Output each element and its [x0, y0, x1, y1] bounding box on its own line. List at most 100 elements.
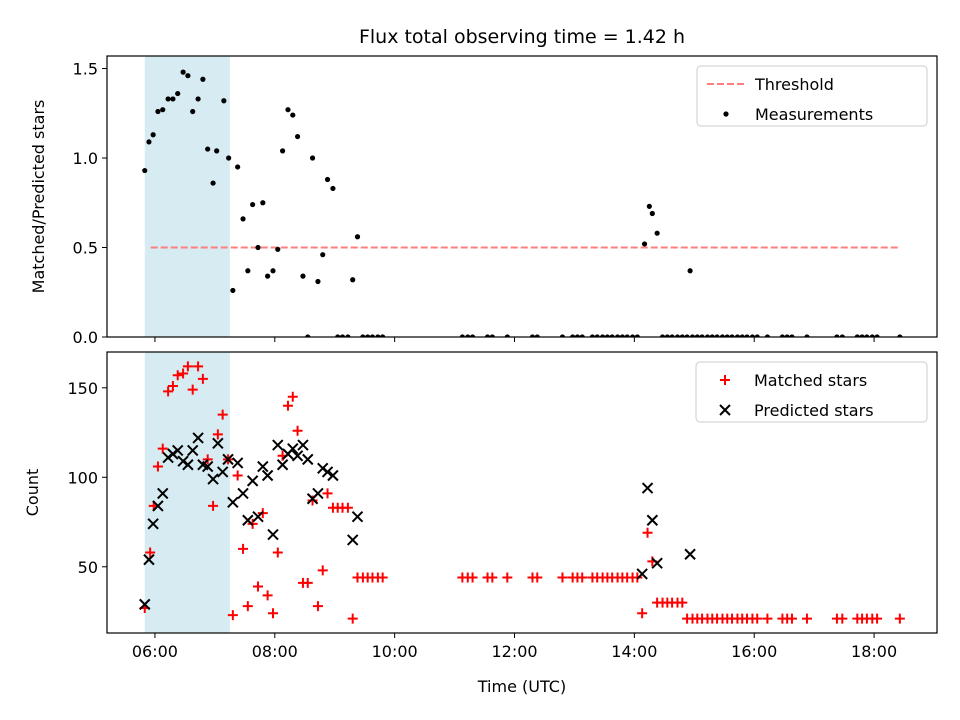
predicted-star-point: [327, 469, 339, 482]
measurement-point: [641, 241, 648, 247]
measurement-point: [245, 268, 251, 274]
predicted-star-point: [276, 459, 289, 471]
measurement-point: [330, 185, 336, 192]
predicted-star-point: [242, 514, 254, 526]
matched-star-point: [145, 547, 156, 558]
x-axis-label: Time (UTC): [477, 677, 566, 696]
matched-star-point: [502, 572, 513, 583]
legend-box: [696, 65, 928, 127]
measurement-point: [614, 334, 621, 337]
matched-star-point: [232, 470, 243, 481]
measurement-point: [699, 334, 705, 337]
chart-title: Flux total observing time = 1.42 h: [359, 26, 685, 48]
predicted-star-point: [139, 598, 151, 611]
predicted-star-point: [646, 514, 659, 526]
measurement-point: [365, 334, 371, 337]
matched-star-point: [467, 572, 478, 583]
matched-star-point: [317, 565, 328, 576]
measurement-point: [354, 234, 361, 240]
legend-label: Threshold: [754, 75, 834, 94]
matched-star-point: [163, 386, 174, 397]
measurement-point: [529, 334, 536, 337]
predicted-star-point: [207, 473, 219, 485]
y-tick-label: 100: [67, 468, 98, 487]
x-tick-label: 10:00: [372, 642, 418, 661]
y-axis-label: Count: [23, 469, 42, 517]
measurement-point: [335, 334, 341, 337]
measurement-point: [205, 146, 211, 152]
legend-label: Matched stars: [754, 371, 867, 390]
predicted-star-point: [291, 450, 304, 462]
axes-frame: [106, 351, 938, 634]
matched-star-point: [677, 597, 688, 608]
measurement-point: [574, 334, 581, 337]
measurement-point: [255, 244, 261, 251]
x-tick-label: 08:00: [252, 642, 298, 661]
legend-label: Measurements: [755, 105, 873, 124]
measurement-point: [315, 278, 321, 285]
matched-star-point: [152, 461, 163, 472]
matched-star-point: [577, 572, 588, 583]
measurement-point: [669, 334, 675, 337]
measurement-point: [764, 334, 771, 337]
measurement-point: [369, 334, 376, 337]
matched-star-point: [253, 581, 264, 592]
measurement-point: [864, 334, 870, 337]
measurement-point: [469, 334, 476, 337]
predicted-star-point: [302, 453, 314, 466]
measurement-point: [874, 334, 880, 337]
axes-frame: [106, 55, 938, 338]
measurement-point: [839, 334, 845, 337]
matched-star-point: [557, 572, 568, 583]
predicted-star-point: [192, 432, 204, 444]
measurement-point: [170, 96, 176, 102]
matched-star-point: [312, 601, 323, 612]
measurement-point: [744, 334, 750, 337]
matched-star-point: [637, 608, 648, 619]
measurement-point: [200, 76, 206, 82]
measurement-point: [684, 334, 690, 337]
matched-star-point: [322, 488, 333, 499]
matched-star-point: [872, 613, 883, 624]
measurement-point: [659, 334, 666, 337]
predicted-star-point: [186, 444, 199, 457]
measurement-point: [150, 132, 156, 138]
matched-star-point: [238, 543, 249, 554]
matched-star-point: [287, 391, 298, 402]
legend-predicted-swatch: [719, 404, 731, 416]
matched-star-point: [167, 381, 178, 392]
measurement-point: [504, 334, 510, 337]
legend-box: [695, 361, 928, 423]
measurement-point: [604, 334, 610, 337]
predicted-star-point: [147, 518, 159, 530]
y-tick-label: 1.0: [73, 149, 98, 168]
measurement-point: [226, 155, 232, 161]
measurement-point: [664, 334, 670, 337]
measurement-point: [779, 334, 785, 337]
predicted-star-point: [346, 534, 359, 546]
measurement-point: [165, 96, 171, 102]
measurement-point: [594, 334, 600, 337]
measurement-point: [190, 108, 196, 115]
measurement-point: [175, 90, 181, 97]
measurement-point: [869, 334, 875, 337]
legend-matched-swatch: [720, 375, 730, 385]
predicted-star-point: [212, 437, 224, 449]
predicted-star-point: [287, 442, 299, 455]
matched-star-point: [208, 500, 219, 511]
measurement-point: [210, 180, 216, 186]
predicted-star-point: [297, 439, 309, 451]
predicted-star-point: [182, 459, 194, 471]
measurement-point: [570, 334, 576, 337]
predicted-star-point: [312, 487, 324, 500]
measurement-point: [180, 69, 186, 75]
measurement-point: [784, 334, 790, 337]
predicted-star-point: [172, 444, 184, 457]
measurement-point: [489, 334, 495, 337]
panel-ratio: 0.0 0.5 1.0 1.5 Matched/Predicted stars Thres…: [29, 55, 938, 347]
measurement-point: [704, 334, 711, 337]
measurement-point: [240, 216, 246, 222]
measurement-point: [380, 334, 386, 337]
measurement-point: [279, 148, 286, 154]
matched-star-point: [642, 527, 653, 538]
